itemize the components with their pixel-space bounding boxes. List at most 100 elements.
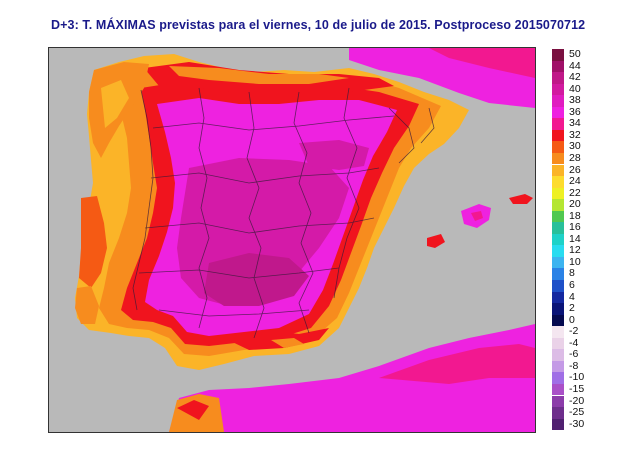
legend-label: 0 <box>569 313 575 326</box>
legend-item: 2 <box>552 302 600 315</box>
legend-swatch <box>552 303 564 315</box>
legend-item: 22 <box>552 186 600 200</box>
legend-item: 16 <box>552 221 600 234</box>
legend-swatch <box>552 233 564 246</box>
legend-label: 32 <box>569 128 581 141</box>
legend-item: 44 <box>552 59 600 73</box>
legend-swatch <box>552 60 564 73</box>
legend-label: 26 <box>569 163 581 176</box>
legend-item: 40 <box>552 82 600 96</box>
temperature-map <box>48 47 536 433</box>
legend-item: 6 <box>552 279 600 292</box>
legend-swatch <box>552 337 564 350</box>
legend-swatch <box>552 268 564 280</box>
legend-item: -20 <box>552 394 600 408</box>
legend-item: 4 <box>552 290 600 304</box>
legend-label: -25 <box>569 406 585 419</box>
legend-label: 14 <box>569 232 581 245</box>
legend-swatch <box>552 106 564 119</box>
legend-item: -30 <box>552 417 600 431</box>
legend-swatch <box>552 164 564 177</box>
legend-swatch <box>552 314 564 327</box>
legend-label: 2 <box>569 302 575 315</box>
legend-swatch <box>552 360 564 373</box>
legend-item: -8 <box>552 359 600 373</box>
legend-swatch <box>552 383 564 396</box>
legend-label: 30 <box>569 140 581 153</box>
legend-swatch <box>552 199 564 211</box>
legend-item: -6 <box>552 348 600 361</box>
legend-swatch <box>552 280 564 292</box>
legend-swatch <box>552 291 564 304</box>
legend-item: -15 <box>552 382 600 396</box>
legend-label: -15 <box>569 382 585 395</box>
legend-swatch <box>552 72 564 84</box>
legend-swatch <box>552 129 564 142</box>
menorca <box>509 194 533 204</box>
legend-swatch <box>552 372 564 384</box>
legend-label: 16 <box>569 221 581 234</box>
legend-label: -20 <box>569 394 585 407</box>
legend-swatch <box>552 222 564 234</box>
legend-label: 42 <box>569 71 581 84</box>
legend-swatch <box>552 245 564 257</box>
legend-item: 30 <box>552 140 600 153</box>
legend-item: -10 <box>552 371 600 384</box>
legend-item: 10 <box>552 255 600 269</box>
legend-item: 12 <box>552 244 600 257</box>
legend-label: 28 <box>569 151 581 164</box>
legend-label: -4 <box>569 336 579 349</box>
legend-item: 20 <box>552 198 600 211</box>
legend-label: 22 <box>569 186 581 199</box>
legend-label: 6 <box>569 279 575 291</box>
legend-item: -25 <box>552 406 600 419</box>
legend-swatch <box>552 141 564 153</box>
legend-label: 44 <box>569 59 581 72</box>
legend-label: -30 <box>569 417 585 430</box>
legend-item: 38 <box>552 94 600 107</box>
legend-item: 24 <box>552 175 600 188</box>
legend-item: 26 <box>552 163 600 177</box>
legend-label: -8 <box>569 359 579 372</box>
legend-swatch <box>552 418 564 431</box>
legend-label: 38 <box>569 94 581 107</box>
africa-land <box>169 324 535 432</box>
legend-item: 32 <box>552 128 600 142</box>
legend-label: 10 <box>569 255 581 268</box>
legend-swatch <box>552 83 564 96</box>
legend-item: -2 <box>552 325 600 338</box>
legend-label: 18 <box>569 209 581 222</box>
legend-swatch <box>552 176 564 188</box>
legend-label: -6 <box>569 348 579 361</box>
legend-label: 12 <box>569 244 581 257</box>
legend-label: 4 <box>569 290 575 303</box>
legend-label: 50 <box>569 48 581 60</box>
legend-swatch <box>552 95 564 107</box>
legend-swatch <box>552 256 564 269</box>
legend-swatch <box>552 187 564 200</box>
legend-swatch <box>552 49 564 61</box>
legend-swatch <box>552 118 564 130</box>
legend-swatch <box>552 152 564 165</box>
legend-item: 14 <box>552 232 600 246</box>
legend-item: 28 <box>552 151 600 165</box>
legend-swatch <box>552 407 564 419</box>
legend-item: 8 <box>552 267 600 280</box>
ibiza <box>427 234 445 248</box>
map-title: D+3: T. MÁXIMAS previstas para el vierne… <box>51 18 586 32</box>
legend-item: 50 <box>552 48 600 61</box>
legend-swatch <box>552 210 564 223</box>
legend-label: -2 <box>569 325 579 338</box>
legend-label: 20 <box>569 198 581 211</box>
legend-item: 34 <box>552 117 600 130</box>
legend-label: -10 <box>569 371 585 384</box>
legend-swatch <box>552 395 564 408</box>
legend-label: 24 <box>569 175 581 188</box>
legend-item: 42 <box>552 71 600 84</box>
legend-swatch <box>552 326 564 338</box>
legend-item: 0 <box>552 313 600 327</box>
legend-label: 40 <box>569 82 581 95</box>
legend-item: 36 <box>552 106 600 119</box>
legend-item: -4 <box>552 336 600 350</box>
legend-label: 8 <box>569 267 575 280</box>
